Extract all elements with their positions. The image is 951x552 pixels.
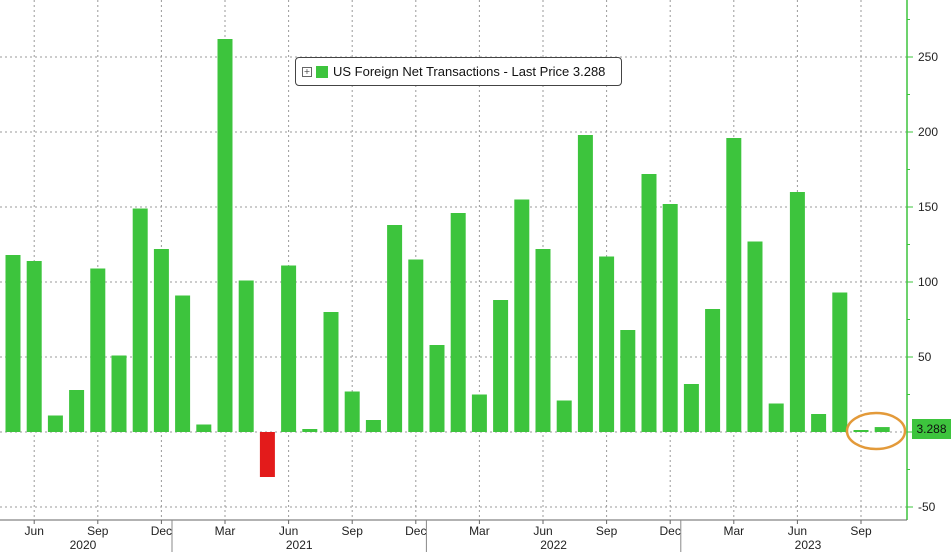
x-tick-label: Sep bbox=[850, 524, 872, 538]
bar bbox=[577, 135, 593, 432]
x-tick-label: Mar bbox=[469, 524, 490, 538]
bar bbox=[556, 400, 572, 432]
x-tick-label: Dec bbox=[660, 524, 681, 538]
legend[interactable]: + US Foreign Net Transactions - Last Pri… bbox=[295, 57, 622, 86]
bar bbox=[853, 430, 869, 432]
year-label: 2020 bbox=[70, 538, 97, 552]
bar bbox=[153, 249, 169, 432]
legend-swatch bbox=[316, 65, 328, 78]
bar bbox=[132, 208, 148, 432]
bar bbox=[47, 415, 63, 432]
last-price-tag: 3.288 bbox=[912, 419, 951, 439]
bar bbox=[217, 39, 233, 432]
expand-icon[interactable]: + bbox=[302, 66, 312, 77]
bar bbox=[832, 292, 848, 432]
bar bbox=[387, 225, 403, 432]
y-tick-label: 250 bbox=[918, 50, 938, 64]
x-tick-label: Mar bbox=[215, 524, 236, 538]
bar bbox=[535, 249, 551, 432]
y-tick-label: 100 bbox=[918, 275, 938, 289]
bar bbox=[789, 192, 805, 432]
year-label: 2022 bbox=[540, 538, 567, 552]
bar bbox=[641, 174, 657, 432]
bar bbox=[471, 394, 487, 432]
bar bbox=[281, 265, 297, 432]
bar bbox=[514, 199, 530, 432]
bar bbox=[726, 138, 742, 432]
bar bbox=[768, 403, 784, 432]
bar bbox=[874, 427, 890, 432]
bar bbox=[493, 300, 509, 432]
bar bbox=[365, 420, 381, 432]
y-tick-label: -50 bbox=[918, 500, 936, 514]
bar bbox=[811, 414, 827, 432]
bar bbox=[90, 268, 106, 432]
x-tick-label: Sep bbox=[87, 524, 109, 538]
x-tick-label: Jun bbox=[279, 524, 298, 538]
y-tick-label: 200 bbox=[918, 125, 938, 139]
bar bbox=[5, 255, 21, 432]
bar bbox=[323, 312, 339, 432]
x-tick-label: Jun bbox=[788, 524, 807, 538]
bar bbox=[599, 256, 615, 432]
highlight-circle bbox=[845, 411, 907, 451]
bar bbox=[408, 259, 424, 432]
bar bbox=[429, 345, 445, 432]
bar bbox=[344, 391, 360, 432]
bar bbox=[620, 330, 636, 432]
legend-label: US Foreign Net Transactions - Last Price… bbox=[333, 64, 606, 79]
y-tick-label: 150 bbox=[918, 200, 938, 214]
year-label: 2021 bbox=[286, 538, 313, 552]
bar bbox=[196, 424, 212, 432]
bar bbox=[111, 355, 127, 432]
x-tick-label: Dec bbox=[405, 524, 426, 538]
bar bbox=[662, 204, 678, 432]
bar bbox=[683, 384, 699, 432]
x-tick-label: Jun bbox=[25, 524, 44, 538]
bar bbox=[450, 213, 466, 432]
x-tick-label: Dec bbox=[151, 524, 172, 538]
y-tick-label: 50 bbox=[918, 350, 932, 364]
x-tick-label: Mar bbox=[723, 524, 744, 538]
bar bbox=[26, 261, 42, 432]
bar bbox=[302, 429, 318, 432]
x-tick-label: Sep bbox=[596, 524, 618, 538]
x-tick-label: Jun bbox=[533, 524, 552, 538]
bar bbox=[747, 241, 763, 432]
bar bbox=[259, 432, 275, 477]
bar bbox=[238, 280, 254, 432]
year-label: 2023 bbox=[795, 538, 822, 552]
bar bbox=[705, 309, 721, 432]
bars bbox=[5, 39, 890, 477]
x-tick-label: Sep bbox=[342, 524, 364, 538]
bar bbox=[69, 390, 85, 432]
bar bbox=[175, 295, 191, 432]
